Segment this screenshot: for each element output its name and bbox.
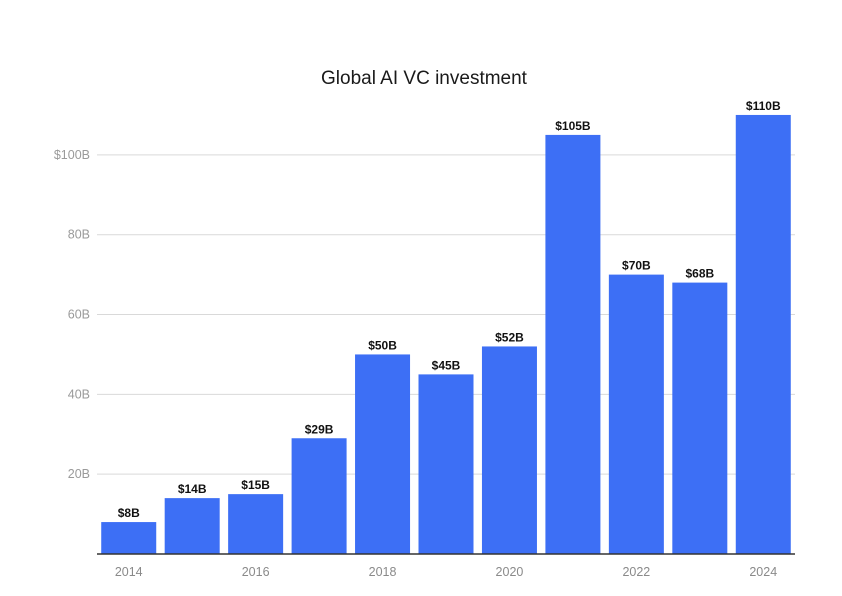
data-label-2021: $105B <box>555 119 591 133</box>
bar-2016 <box>228 494 284 554</box>
x-tick-label: 2018 <box>369 565 397 579</box>
bar-2017 <box>291 438 347 554</box>
x-tick-label: 2024 <box>749 565 777 579</box>
x-tick-label: 2014 <box>115 565 143 579</box>
bar-2024 <box>735 114 791 555</box>
data-label-2022: $70B <box>622 259 651 273</box>
bar-2015 <box>164 498 220 554</box>
x-tick-label: 2020 <box>496 565 524 579</box>
y-tick-label: 80B <box>68 228 90 242</box>
bar-2020 <box>481 346 537 554</box>
bar-2022 <box>608 274 664 554</box>
data-labels: $8B $14B $15B $29B $50B $45B $52B $105B $70B $68B… <box>118 99 781 520</box>
x-tick-label: 2022 <box>622 565 650 579</box>
chart-title: Global AI VC investment <box>321 68 528 89</box>
x-tick-label: 2016 <box>242 565 270 579</box>
bar-2014 <box>101 522 157 554</box>
data-label-2016: $15B <box>241 478 270 492</box>
y-axis: 20B 40B 60B 80B $100B <box>54 148 90 481</box>
y-tick-label: 40B <box>68 387 90 401</box>
y-tick-label: 60B <box>68 308 90 322</box>
bar-2021 <box>545 134 601 555</box>
data-label-2017: $29B <box>305 422 334 436</box>
x-axis: 2014 2016 2018 2020 2022 2024 <box>97 553 795 579</box>
y-tick-label: $100B <box>54 148 90 162</box>
bar-2018 <box>355 354 411 554</box>
y-tick-label: 20B <box>68 467 90 481</box>
data-label-2019: $45B <box>432 358 461 372</box>
bars <box>101 114 791 555</box>
data-label-2018: $50B <box>368 338 397 352</box>
data-label-2023: $68B <box>685 267 714 281</box>
data-label-2024: $110B <box>746 99 781 113</box>
bar-2023 <box>672 282 728 554</box>
bar-2019 <box>418 374 474 554</box>
data-label-2014: $8B <box>118 506 140 520</box>
data-label-2015: $14B <box>178 482 207 496</box>
data-label-2020: $52B <box>495 330 524 344</box>
